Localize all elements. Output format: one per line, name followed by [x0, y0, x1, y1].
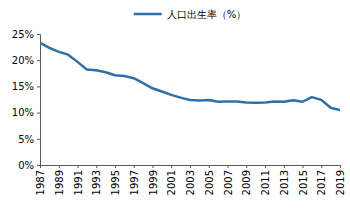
x-tick-label: 2001 — [166, 170, 177, 195]
x-tick-label: 2013 — [279, 170, 290, 195]
y-tick-label: 25% — [12, 29, 34, 40]
x-tick-label: 2005 — [204, 170, 215, 195]
x-tick: 2019 — [335, 165, 346, 195]
y-tick-mark — [37, 165, 40, 166]
legend: 人口出生率（%） — [134, 9, 247, 20]
x-tick-mark — [115, 165, 116, 168]
x-tick-label: 1989 — [54, 170, 65, 195]
x-tick-label: 1995 — [110, 170, 121, 195]
x-tick-mark — [153, 165, 154, 168]
x-tick-mark — [340, 165, 341, 168]
y-tick-label: 5% — [18, 134, 34, 145]
x-tick-mark — [246, 165, 247, 168]
x-tick-label: 1991 — [73, 170, 84, 195]
y-axis: 0% 5% 10% 15% 20% 25% — [12, 29, 41, 171]
x-tick-mark — [171, 165, 172, 168]
y-tick-mark — [37, 60, 40, 61]
x-tick: 1999 — [148, 165, 159, 195]
x-tick: 1993 — [91, 165, 102, 195]
y-tick-label: 20% — [12, 55, 34, 66]
x-tick: 2011 — [260, 165, 271, 195]
y-tick: 10% — [12, 107, 40, 118]
series-line — [40, 43, 340, 110]
y-tick: 25% — [12, 29, 40, 40]
y-tick-mark — [37, 86, 40, 87]
x-tick: 1995 — [110, 165, 121, 195]
x-tick-mark — [40, 165, 41, 168]
x-tick-mark — [284, 165, 285, 168]
legend-label: 人口出生率（%） — [167, 9, 247, 20]
x-tick-label: 2017 — [316, 170, 327, 195]
x-tick: 2007 — [223, 165, 234, 195]
x-tick-label: 2007 — [223, 170, 234, 195]
y-tick-mark — [37, 113, 40, 114]
x-axis: 1987 1989 1991 1993 1995 1997 1999 2001 2003 2005… — [35, 165, 346, 195]
x-tick-mark — [78, 165, 79, 168]
x-tick: 2015 — [298, 165, 309, 195]
x-tick: 1991 — [73, 165, 84, 195]
x-tick-mark — [303, 165, 304, 168]
x-axis-line — [41, 166, 341, 169]
x-tick-mark — [134, 165, 135, 168]
x-tick: 2013 — [279, 165, 290, 195]
series-group — [40, 43, 340, 110]
legend-item: 人口出生率（%） — [134, 9, 247, 20]
x-tick-mark — [96, 165, 97, 168]
x-tick: 2001 — [166, 165, 177, 195]
legend-swatch — [134, 13, 162, 16]
x-tick-mark — [321, 165, 322, 168]
x-tick-label: 1997 — [129, 170, 140, 195]
chart: 0% 5% 10% 15% 20% 25% 1987 1989 1991 1993 1995 1997… — [0, 0, 350, 215]
x-tick-label: 2011 — [260, 170, 271, 195]
y-tick-label: 15% — [12, 81, 34, 92]
x-tick-mark — [209, 165, 210, 168]
y-axis-line — [37, 35, 41, 166]
x-tick-mark — [190, 165, 191, 168]
y-tick: 15% — [12, 81, 40, 92]
y-tick-mark — [37, 139, 40, 140]
x-tick: 1997 — [129, 165, 140, 195]
x-tick: 2005 — [204, 165, 215, 195]
y-tick-label: 10% — [12, 107, 34, 118]
y-tick: 0% — [18, 160, 40, 171]
x-tick-label: 2019 — [335, 170, 346, 195]
x-tick: 2003 — [185, 165, 196, 195]
x-tick: 1989 — [54, 165, 65, 195]
x-tick-mark — [265, 165, 266, 168]
x-tick-mark — [59, 165, 60, 168]
y-tick-mark — [37, 34, 40, 35]
x-tick-label: 2015 — [298, 170, 309, 195]
y-tick: 5% — [18, 134, 40, 145]
y-tick-label: 0% — [18, 160, 34, 171]
plot: 0% 5% 10% 15% 20% 25% 1987 1989 1991 1993 1995 1997… — [12, 29, 346, 196]
y-tick: 20% — [12, 55, 40, 66]
x-tick: 1987 — [35, 165, 46, 195]
x-tick-label: 2009 — [241, 170, 252, 195]
x-tick-label: 1987 — [35, 170, 46, 195]
x-tick-label: 2003 — [185, 170, 196, 195]
x-tick-label: 1993 — [91, 170, 102, 195]
x-tick-mark — [228, 165, 229, 168]
x-tick: 2017 — [316, 165, 327, 195]
x-tick-label: 1999 — [148, 170, 159, 195]
x-tick: 2009 — [241, 165, 252, 195]
